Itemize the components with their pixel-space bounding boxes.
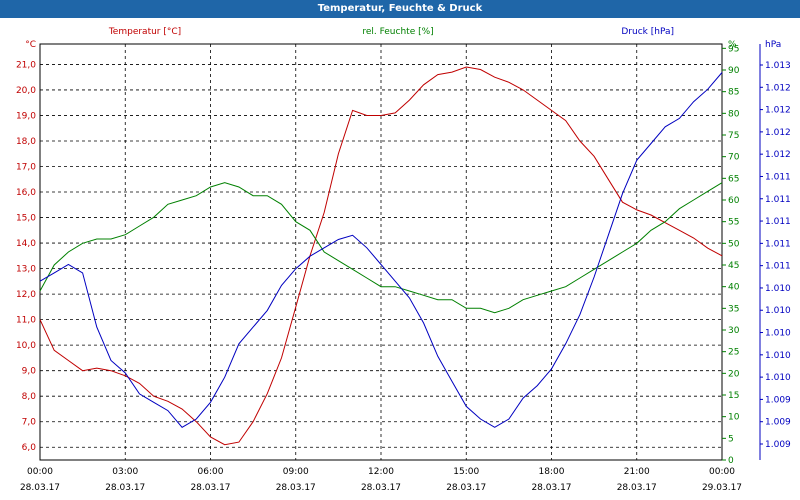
temp-tick-label: 18,0 xyxy=(16,137,36,147)
pressure-tick-label: 1.011 xyxy=(765,262,791,272)
temp-tick-label: 17,0 xyxy=(16,163,36,173)
grid-lines xyxy=(39,44,723,460)
humidity-tick-label: 65 xyxy=(728,174,739,184)
time-tick-label: 18:00 xyxy=(539,467,565,477)
temp-tick-label: 20,0 xyxy=(16,86,36,96)
humidity-tick-label: 20 xyxy=(728,369,740,379)
pressure-tick-label: 1.010 xyxy=(765,351,791,361)
pressure-tick-label: 1.011 xyxy=(765,217,791,227)
humidity-tick-label: 55 xyxy=(728,218,739,228)
pressure-tick-label: 1.011 xyxy=(765,239,791,249)
humidity-tick-label: 45 xyxy=(728,261,739,271)
temp-tick-label: 9,0 xyxy=(22,367,37,377)
humidity-tick-label: 0 xyxy=(728,456,734,466)
temp-tick-label: 11,0 xyxy=(16,316,36,326)
humidity-tick-label: 95 xyxy=(728,44,739,54)
temp-tick-label: 8,0 xyxy=(22,392,37,402)
pressure-tick-label: 1.012 xyxy=(765,128,791,138)
pressure-tick-label: 1.010 xyxy=(765,329,791,339)
temp-unit-label: °C xyxy=(25,40,36,50)
series-label: Temperatur [°C] xyxy=(108,27,181,37)
date-tick-label: 28.03.17 xyxy=(446,483,486,493)
pressure-tick-label: 1.010 xyxy=(765,306,791,316)
humidity-tick-label: 85 xyxy=(728,88,739,98)
temp-tick-label: 16,0 xyxy=(16,188,36,198)
temp-tick-label: 13,0 xyxy=(16,265,36,275)
date-tick-label: 28.03.17 xyxy=(361,483,401,493)
time-tick-label: 00:00 xyxy=(709,467,735,477)
time-tick-label: 00:00 xyxy=(27,467,53,477)
humidity-tick-label: 80 xyxy=(728,109,740,119)
series-line xyxy=(39,66,723,446)
temp-tick-label: 6,0 xyxy=(22,443,37,453)
pressure-tick-label: 1.010 xyxy=(765,284,791,294)
temp-tick-label: 14,0 xyxy=(16,239,36,249)
series-label: rel. Feuchte [%] xyxy=(362,27,433,37)
pressure-tick-label: 1.013 xyxy=(765,61,791,71)
series-line xyxy=(39,182,723,314)
series-label: Druck [hPa] xyxy=(621,27,674,37)
time-tick-label: 09:00 xyxy=(283,467,309,477)
time-tick-label: 06:00 xyxy=(198,467,224,477)
date-tick-label: 29.03.17 xyxy=(702,483,742,493)
date-tick-label: 28.03.17 xyxy=(105,483,145,493)
pressure-tick-label: 1.012 xyxy=(765,83,791,93)
humidity-tick-label: 35 xyxy=(728,304,739,314)
humidity-tick-label: 5 xyxy=(728,434,734,444)
humidity-axis-ticks: 0 5 10 15 20 25 30 35 40 45 50 55 60 65 70 75 80 85 90 95% xyxy=(722,40,740,466)
humidity-tick-label: 30 xyxy=(728,326,740,336)
pressure-tick-label: 1.012 xyxy=(765,106,791,116)
time-tick-label: 15:00 xyxy=(453,467,479,477)
humidity-tick-label: 50 xyxy=(728,239,740,249)
temp-tick-label: 7,0 xyxy=(22,418,37,428)
humidity-tick-label: 75 xyxy=(728,131,739,141)
series-lines xyxy=(39,66,723,446)
series-line xyxy=(39,72,723,428)
date-tick-label: 28.03.17 xyxy=(20,483,60,493)
date-tick-label: 28.03.17 xyxy=(190,483,230,493)
time-tick-label: 03:00 xyxy=(112,467,138,477)
date-tick-label: 28.03.17 xyxy=(276,483,316,493)
temp-tick-label: 12,0 xyxy=(16,290,36,300)
temp-tick-label: 15,0 xyxy=(16,214,36,224)
axis-labels: Temperatur [°C] rel. Feuchte [%] Druck [hP… xyxy=(108,27,674,37)
time-tick-label: 12:00 xyxy=(368,467,394,477)
date-tick-label: 28.03.17 xyxy=(531,483,571,493)
time-axis-ticks: 00:00 28.03.17 03:00 28.03.17 06:00 28.03.17 0… xyxy=(20,467,742,493)
pressure-tick-label: 1.010 xyxy=(765,373,791,383)
temp-tick-label: 19,0 xyxy=(16,111,36,121)
pressure-tick-label: 1.012 xyxy=(765,150,791,160)
time-tick-label: 21:00 xyxy=(624,467,650,477)
pressure-tick-label: 1.009 xyxy=(765,440,791,450)
left-axis-ticks: 6,0 7,0 8,0 9,0 10,0 11,0 12,0 13,0 14,0 15,0 16,0… xyxy=(16,40,36,453)
humidity-tick-label: 15 xyxy=(728,391,739,401)
temp-tick-label: 21,0 xyxy=(16,60,36,70)
humidity-tick-label: 10 xyxy=(728,413,740,423)
pressure-tick-label: 1.011 xyxy=(765,172,791,182)
pressure-unit-label: hPa xyxy=(765,40,781,50)
humidity-tick-label: 60 xyxy=(728,196,740,206)
pressure-tick-label: 1.011 xyxy=(765,195,791,205)
date-tick-label: 28.03.17 xyxy=(617,483,657,493)
pressure-axis-ticks: 1.013 1.012 1.012 1.012 1.012 1.011 1.011 1.011… xyxy=(759,40,791,460)
window-title: Temperatur, Feuchte & Druck xyxy=(0,0,800,18)
humidity-unit-label: % xyxy=(728,40,737,50)
humidity-tick-label: 70 xyxy=(728,153,740,163)
temp-tick-label: 10,0 xyxy=(16,341,36,351)
humidity-tick-label: 40 xyxy=(728,283,740,293)
humidity-tick-label: 25 xyxy=(728,348,739,358)
pressure-tick-label: 1.009 xyxy=(765,418,791,428)
pressure-tick-label: 1.009 xyxy=(765,395,791,405)
plot-area xyxy=(39,43,723,461)
humidity-tick-label: 90 xyxy=(728,66,740,76)
